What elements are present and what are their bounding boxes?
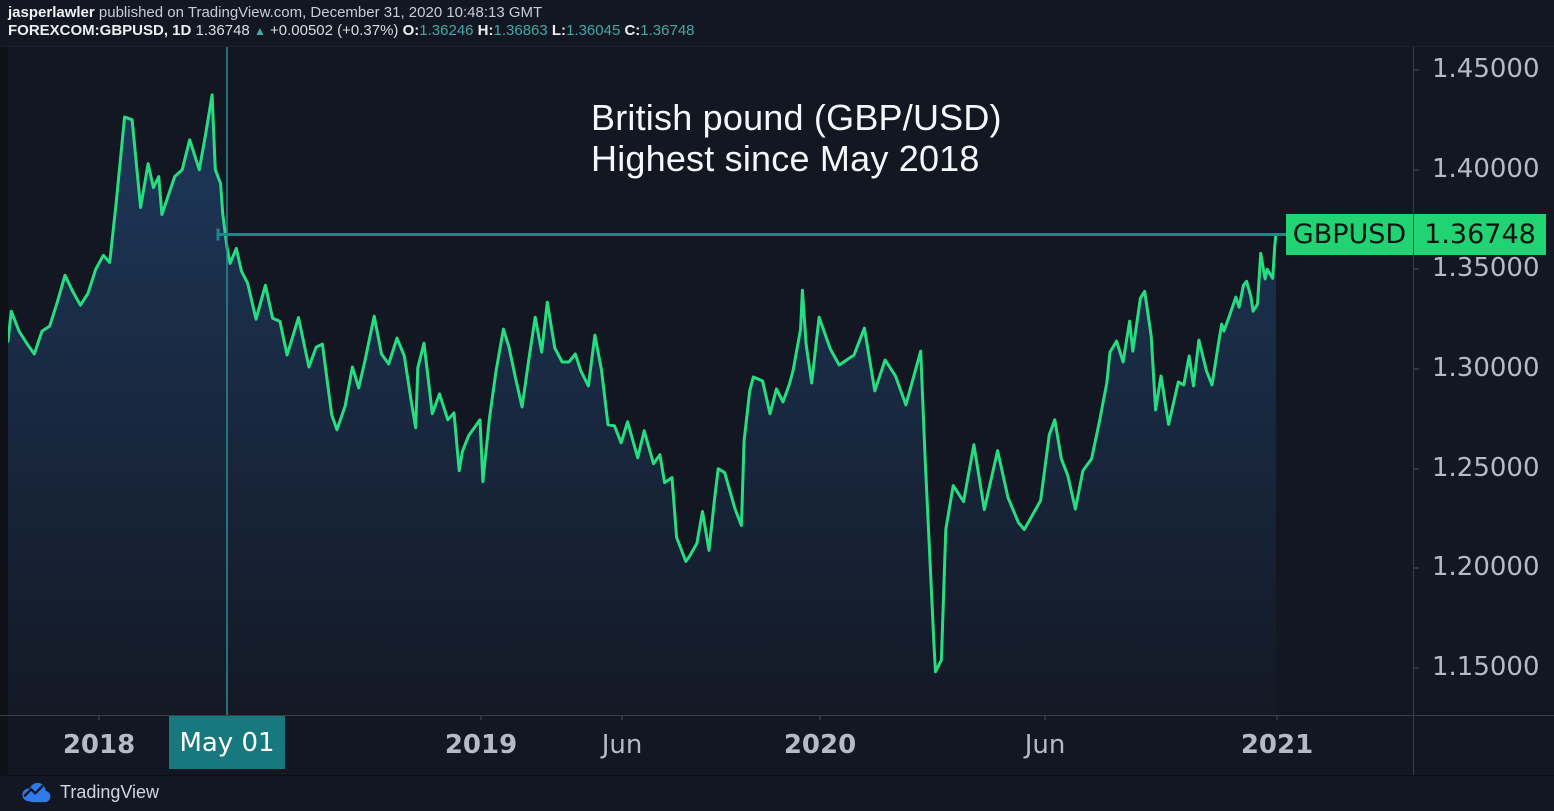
time-scale-label: 2019 <box>444 730 518 760</box>
footer-bar: TradingView <box>0 776 1554 811</box>
time-scale-label: 2018 <box>62 730 136 760</box>
time-scale-label: Jun <box>1024 730 1066 760</box>
price-scale-label: 1.20000 <box>1432 552 1540 582</box>
header-bar: jasperlawler published on TradingView.co… <box>0 0 1554 47</box>
time-scale-label: 2021 <box>1240 730 1314 760</box>
annotation-line-2: Highest since May 2018 <box>591 138 980 179</box>
ohlc-label: L: <box>551 22 567 39</box>
ohlc-values: O:1.36246 H:1.36863 L:1.36045 C:1.36748 <box>403 22 695 39</box>
up-arrow-icon: ▲ <box>253 24 266 38</box>
symbol-name: FOREXCOM:GBPUSD, 1D <box>8 22 192 39</box>
date-marker-badge: May 01 <box>169 716 285 769</box>
ohlc-value: 1.36863 <box>493 22 552 39</box>
last-price-badge: 1.36748 <box>1414 214 1546 256</box>
publish-info: published on TradingView.com, December 3… <box>94 4 543 21</box>
byline: jasperlawler published on TradingView.co… <box>8 4 542 21</box>
chart-annotation-title: British pound (GBP/USD) Highest since Ma… <box>591 97 1002 179</box>
ohlc-value: 1.36748 <box>640 22 695 39</box>
price-scale-label: 1.30000 <box>1432 353 1540 383</box>
time-scale-separator <box>0 715 1554 716</box>
price-scale-label: 1.40000 <box>1432 154 1540 184</box>
ohlc-label: C: <box>624 22 641 39</box>
tradingview-cloud-logo-icon <box>22 782 51 803</box>
price-line <box>6 93 1278 674</box>
footer-separator <box>0 775 1554 776</box>
price-scale-label: 1.15000 <box>1432 652 1540 682</box>
plot-left-margin <box>0 46 8 775</box>
price-scale-label: 1.35000 <box>1432 253 1540 283</box>
area-fill <box>8 94 1276 715</box>
quote-line: FOREXCOM:GBPUSD, 1D 1.36748 ▲ +0.00502 (… <box>8 22 695 39</box>
ohlc-value: 1.36246 <box>419 22 478 39</box>
price-axis-ticks <box>1413 69 1419 669</box>
author-name: jasperlawler <box>8 4 95 21</box>
price-change: +0.00502 (+0.37%) <box>270 22 399 39</box>
ohlc-label: O: <box>402 22 420 39</box>
ohlc-label: H: <box>477 22 494 39</box>
time-scale-label: Jun <box>601 730 643 760</box>
price-scale-separator <box>1413 40 1414 775</box>
annotation-line-1: British pound (GBP/USD) <box>591 97 1002 138</box>
tradingview-brand[interactable]: TradingView <box>20 782 159 803</box>
price-scale-label: 1.25000 <box>1432 453 1540 483</box>
time-scale-label: 2020 <box>783 730 857 760</box>
brand-name: TradingView <box>60 782 160 802</box>
last-price: 1.36748 <box>195 22 250 39</box>
symbol-price-line-label: GBPUSD <box>1286 214 1413 256</box>
ohlc-value: 1.36045 <box>566 22 625 39</box>
price-scale-label: 1.45000 <box>1432 54 1540 84</box>
